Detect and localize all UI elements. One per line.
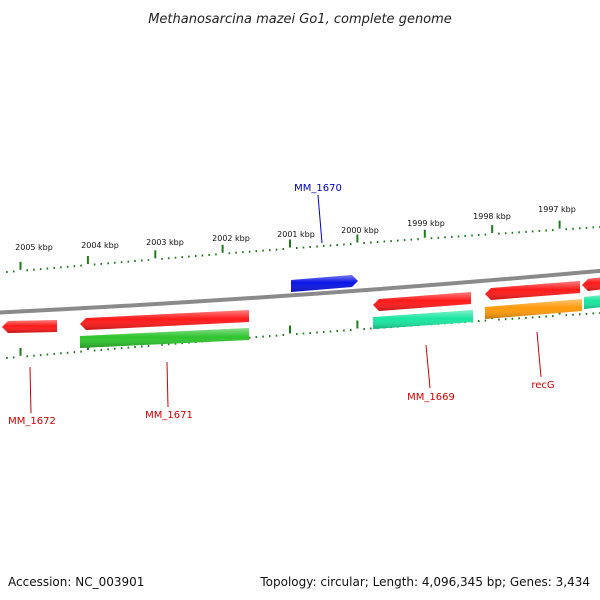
feature-right-teal[interactable]	[584, 294, 600, 309]
gene-mm-1669-label[interactable]: MM_1669	[407, 392, 455, 403]
gene-mm-1670-label[interactable]: MM_1670	[294, 183, 342, 194]
feature-recg-orange[interactable]	[485, 299, 582, 319]
feature-mm-1671-green[interactable]	[80, 328, 249, 348]
gene-mm-1669-arrow[interactable]	[373, 292, 471, 311]
gene-mm-1670-arrow[interactable]	[291, 275, 358, 292]
gene-labels: MM_1672 MM_1671 MM_1670 MM_1669 recG	[8, 183, 555, 427]
gene-right-arrow[interactable]	[582, 276, 600, 291]
map-title: Methanosarcina mazei Go1, complete genom…	[148, 12, 452, 27]
gene-mm-1672-arrow[interactable]	[2, 320, 57, 333]
feature-mm-1669-teal[interactable]	[373, 310, 473, 329]
ruler-label: 2001 kbp	[277, 230, 315, 239]
gene-mm-1672-label[interactable]: MM_1672	[8, 416, 56, 427]
leader-line	[29, 366, 32, 414]
ruler-label: 2004 kbp	[81, 241, 119, 250]
ruler-label: 1999 kbp	[407, 219, 445, 228]
leader-line	[536, 331, 542, 378]
ruler-ticks-top	[6, 220, 600, 273]
gene-track	[2, 275, 600, 333]
gene-recg-arrow[interactable]	[485, 281, 580, 300]
gene-recg-label[interactable]: recG	[531, 380, 554, 391]
ruler-label: 2005 kbp	[15, 243, 53, 252]
ruler-label: 1998 kbp	[473, 212, 511, 221]
ruler-label: 2000 kbp	[341, 226, 379, 235]
leader-line	[425, 344, 431, 389]
ruler-label: 1997 kbp	[538, 205, 576, 214]
feature-track	[80, 294, 600, 348]
leader-line	[166, 361, 169, 408]
topology-text: Topology: circular; Length: 4,096,345 bp…	[259, 575, 590, 589]
leader-line	[317, 194, 323, 244]
ruler-label: 2003 kbp	[146, 238, 184, 247]
ruler-label: 2002 kbp	[212, 234, 250, 243]
genome-backbone	[0, 268, 600, 315]
accession-text: Accession: NC_003901	[8, 575, 144, 589]
ruler-labels: 2005 kbp 2004 kbp 2003 kbp 2002 kbp 2001 kbp…	[15, 205, 576, 252]
gene-mm-1671-arrow[interactable]	[80, 310, 249, 330]
gene-mm-1671-label[interactable]: MM_1671	[145, 410, 193, 421]
